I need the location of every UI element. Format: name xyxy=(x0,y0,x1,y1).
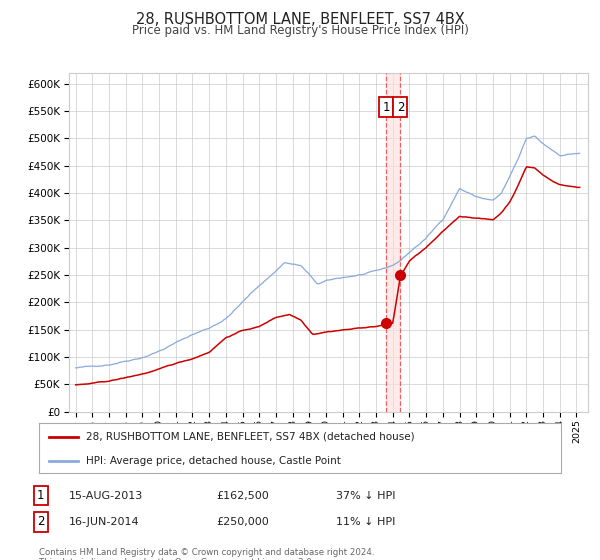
Text: 1: 1 xyxy=(383,101,390,114)
Text: 28, RUSHBOTTOM LANE, BENFLEET, SS7 4BX: 28, RUSHBOTTOM LANE, BENFLEET, SS7 4BX xyxy=(136,12,464,27)
Text: 1: 1 xyxy=(37,489,44,502)
Text: HPI: Average price, detached house, Castle Point: HPI: Average price, detached house, Cast… xyxy=(86,456,341,465)
Bar xyxy=(386,73,400,412)
Text: £250,000: £250,000 xyxy=(216,517,269,527)
Text: Price paid vs. HM Land Registry's House Price Index (HPI): Price paid vs. HM Land Registry's House … xyxy=(131,24,469,36)
Text: 16-JUN-2014: 16-JUN-2014 xyxy=(69,517,140,527)
Text: 11% ↓ HPI: 11% ↓ HPI xyxy=(336,517,395,527)
Text: 2: 2 xyxy=(37,515,44,529)
Text: 2: 2 xyxy=(397,101,404,114)
Text: Contains HM Land Registry data © Crown copyright and database right 2024.
This d: Contains HM Land Registry data © Crown c… xyxy=(39,548,374,560)
Text: 28, RUSHBOTTOM LANE, BENFLEET, SS7 4BX (detached house): 28, RUSHBOTTOM LANE, BENFLEET, SS7 4BX (… xyxy=(86,432,415,442)
Text: 37% ↓ HPI: 37% ↓ HPI xyxy=(336,491,395,501)
Text: 15-AUG-2013: 15-AUG-2013 xyxy=(69,491,143,501)
Text: £162,500: £162,500 xyxy=(216,491,269,501)
